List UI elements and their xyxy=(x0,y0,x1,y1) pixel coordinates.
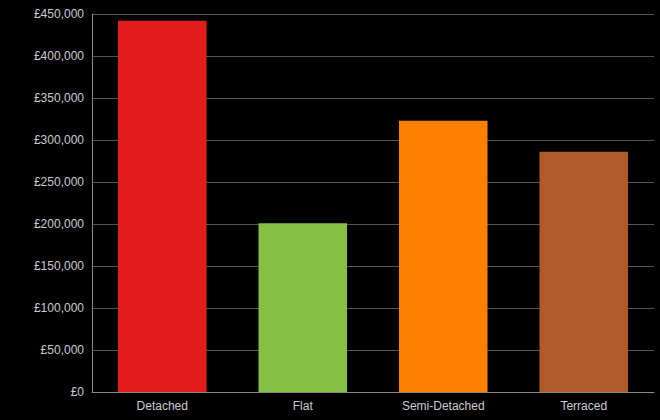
svg-text:£350,000: £350,000 xyxy=(34,91,84,105)
svg-text:Detached: Detached xyxy=(137,399,188,413)
svg-text:Flat: Flat xyxy=(293,399,314,413)
svg-text:£200,000: £200,000 xyxy=(34,217,84,231)
svg-text:£400,000: £400,000 xyxy=(34,49,84,63)
svg-text:£300,000: £300,000 xyxy=(34,133,84,147)
svg-text:£450,000: £450,000 xyxy=(34,7,84,21)
svg-text:£0: £0 xyxy=(71,385,85,399)
svg-text:£250,000: £250,000 xyxy=(34,175,84,189)
svg-text:Semi-Detached: Semi-Detached xyxy=(402,399,485,413)
svg-text:£150,000: £150,000 xyxy=(34,259,84,273)
svg-text:Terraced: Terraced xyxy=(560,399,607,413)
svg-text:£100,000: £100,000 xyxy=(34,301,84,315)
svg-text:£50,000: £50,000 xyxy=(41,343,85,357)
